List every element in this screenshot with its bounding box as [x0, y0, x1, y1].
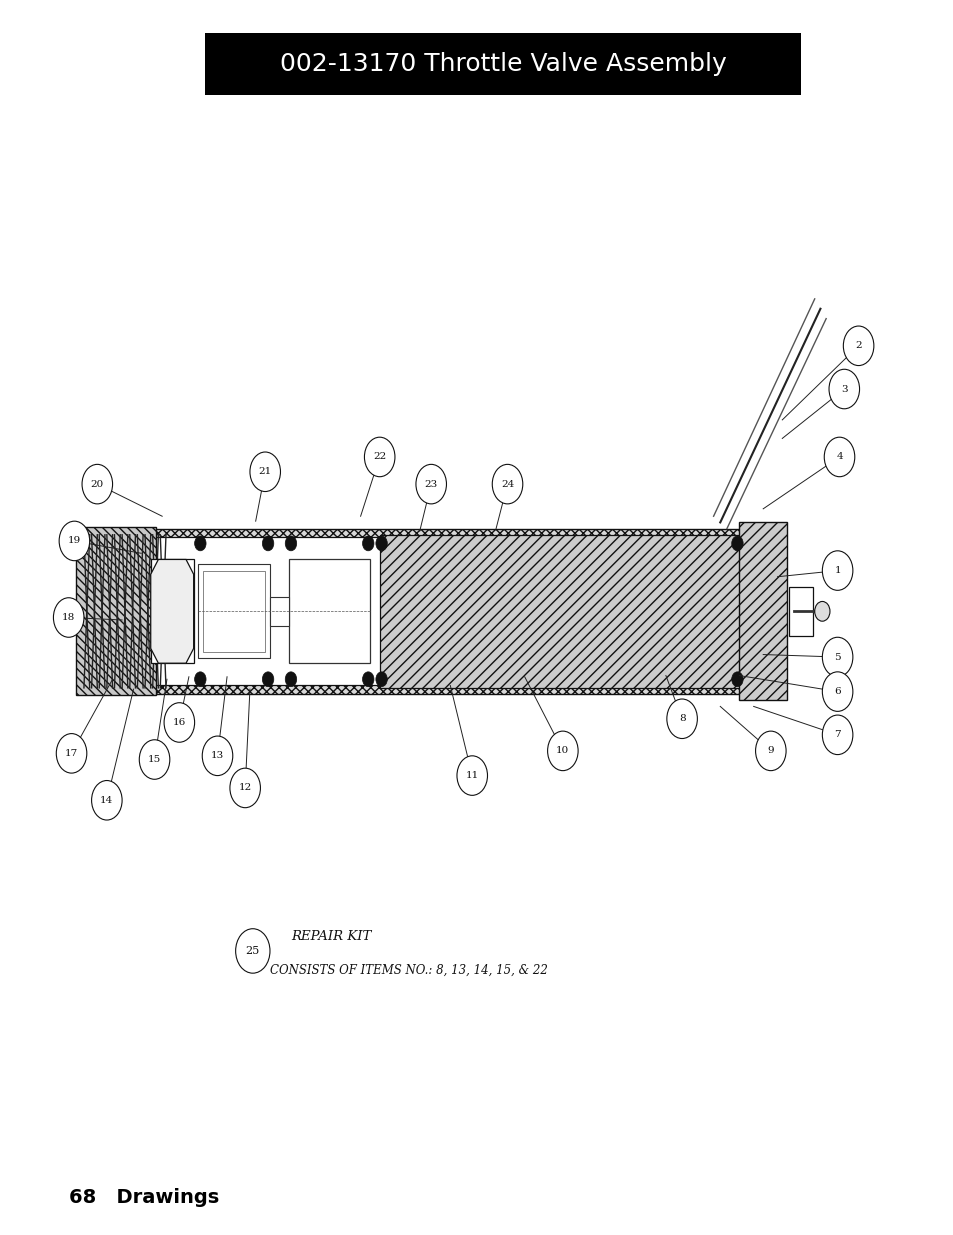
- Text: 14: 14: [100, 795, 113, 805]
- Bar: [112, 529, 743, 694]
- Circle shape: [285, 536, 296, 551]
- Circle shape: [82, 464, 112, 504]
- Circle shape: [492, 464, 522, 504]
- Text: 10: 10: [556, 746, 569, 756]
- Text: 1: 1: [834, 566, 840, 576]
- Circle shape: [91, 781, 122, 820]
- Circle shape: [262, 672, 274, 687]
- Text: 7: 7: [834, 730, 840, 740]
- Text: 20: 20: [91, 479, 104, 489]
- Bar: [203, 571, 265, 652]
- Text: CONSISTS OF ITEMS NO.: 8, 13, 14, 15, & 22: CONSISTS OF ITEMS NO.: 8, 13, 14, 15, & …: [270, 965, 547, 977]
- Text: 12: 12: [238, 783, 252, 793]
- Text: 24: 24: [500, 479, 514, 489]
- Bar: [739, 522, 786, 700]
- Circle shape: [731, 672, 742, 687]
- Circle shape: [547, 731, 578, 771]
- Text: 68   Drawings: 68 Drawings: [69, 1188, 218, 1208]
- Circle shape: [202, 736, 233, 776]
- Circle shape: [755, 731, 785, 771]
- Text: 16: 16: [172, 718, 186, 727]
- Circle shape: [821, 672, 852, 711]
- Text: 15: 15: [148, 755, 161, 764]
- Circle shape: [821, 715, 852, 755]
- Text: 25: 25: [246, 946, 259, 956]
- Bar: [130, 537, 726, 685]
- Circle shape: [139, 740, 170, 779]
- Bar: [198, 564, 270, 658]
- Bar: [270, 597, 289, 626]
- Circle shape: [364, 437, 395, 477]
- Text: 9: 9: [767, 746, 773, 756]
- Text: 23: 23: [424, 479, 437, 489]
- Text: 2: 2: [855, 341, 861, 351]
- Circle shape: [731, 536, 742, 551]
- Circle shape: [59, 521, 90, 561]
- Bar: [289, 559, 370, 663]
- Text: 22: 22: [373, 452, 386, 462]
- Circle shape: [362, 536, 374, 551]
- Circle shape: [821, 637, 852, 677]
- Circle shape: [194, 536, 206, 551]
- Bar: [205, 33, 801, 95]
- Circle shape: [828, 369, 859, 409]
- Text: 3: 3: [841, 384, 846, 394]
- Circle shape: [194, 672, 206, 687]
- Text: 19: 19: [68, 536, 81, 546]
- Text: REPAIR KIT: REPAIR KIT: [291, 930, 371, 942]
- Circle shape: [823, 437, 854, 477]
- Text: 17: 17: [65, 748, 78, 758]
- Circle shape: [821, 551, 852, 590]
- Circle shape: [56, 734, 87, 773]
- Text: 21: 21: [258, 467, 272, 477]
- Circle shape: [362, 672, 374, 687]
- Circle shape: [230, 768, 260, 808]
- Circle shape: [375, 672, 387, 687]
- Polygon shape: [151, 559, 193, 663]
- Circle shape: [235, 929, 270, 973]
- Circle shape: [814, 601, 829, 621]
- Circle shape: [262, 536, 274, 551]
- Circle shape: [416, 464, 446, 504]
- Text: 13: 13: [211, 751, 224, 761]
- Circle shape: [842, 326, 873, 366]
- Text: 002-13170 Throttle Valve Assembly: 002-13170 Throttle Valve Assembly: [279, 52, 726, 77]
- Text: 18: 18: [62, 613, 75, 622]
- Bar: [788, 587, 812, 636]
- Circle shape: [375, 536, 387, 551]
- Bar: [151, 559, 193, 663]
- Circle shape: [456, 756, 487, 795]
- Text: 6: 6: [834, 687, 840, 697]
- Circle shape: [164, 703, 194, 742]
- Bar: [76, 527, 155, 695]
- Bar: [379, 535, 741, 688]
- Circle shape: [666, 699, 697, 739]
- Text: 8: 8: [679, 714, 684, 724]
- Circle shape: [250, 452, 280, 492]
- Text: 5: 5: [834, 652, 840, 662]
- Text: 11: 11: [465, 771, 478, 781]
- Circle shape: [285, 672, 296, 687]
- Text: 4: 4: [836, 452, 841, 462]
- Circle shape: [53, 598, 84, 637]
